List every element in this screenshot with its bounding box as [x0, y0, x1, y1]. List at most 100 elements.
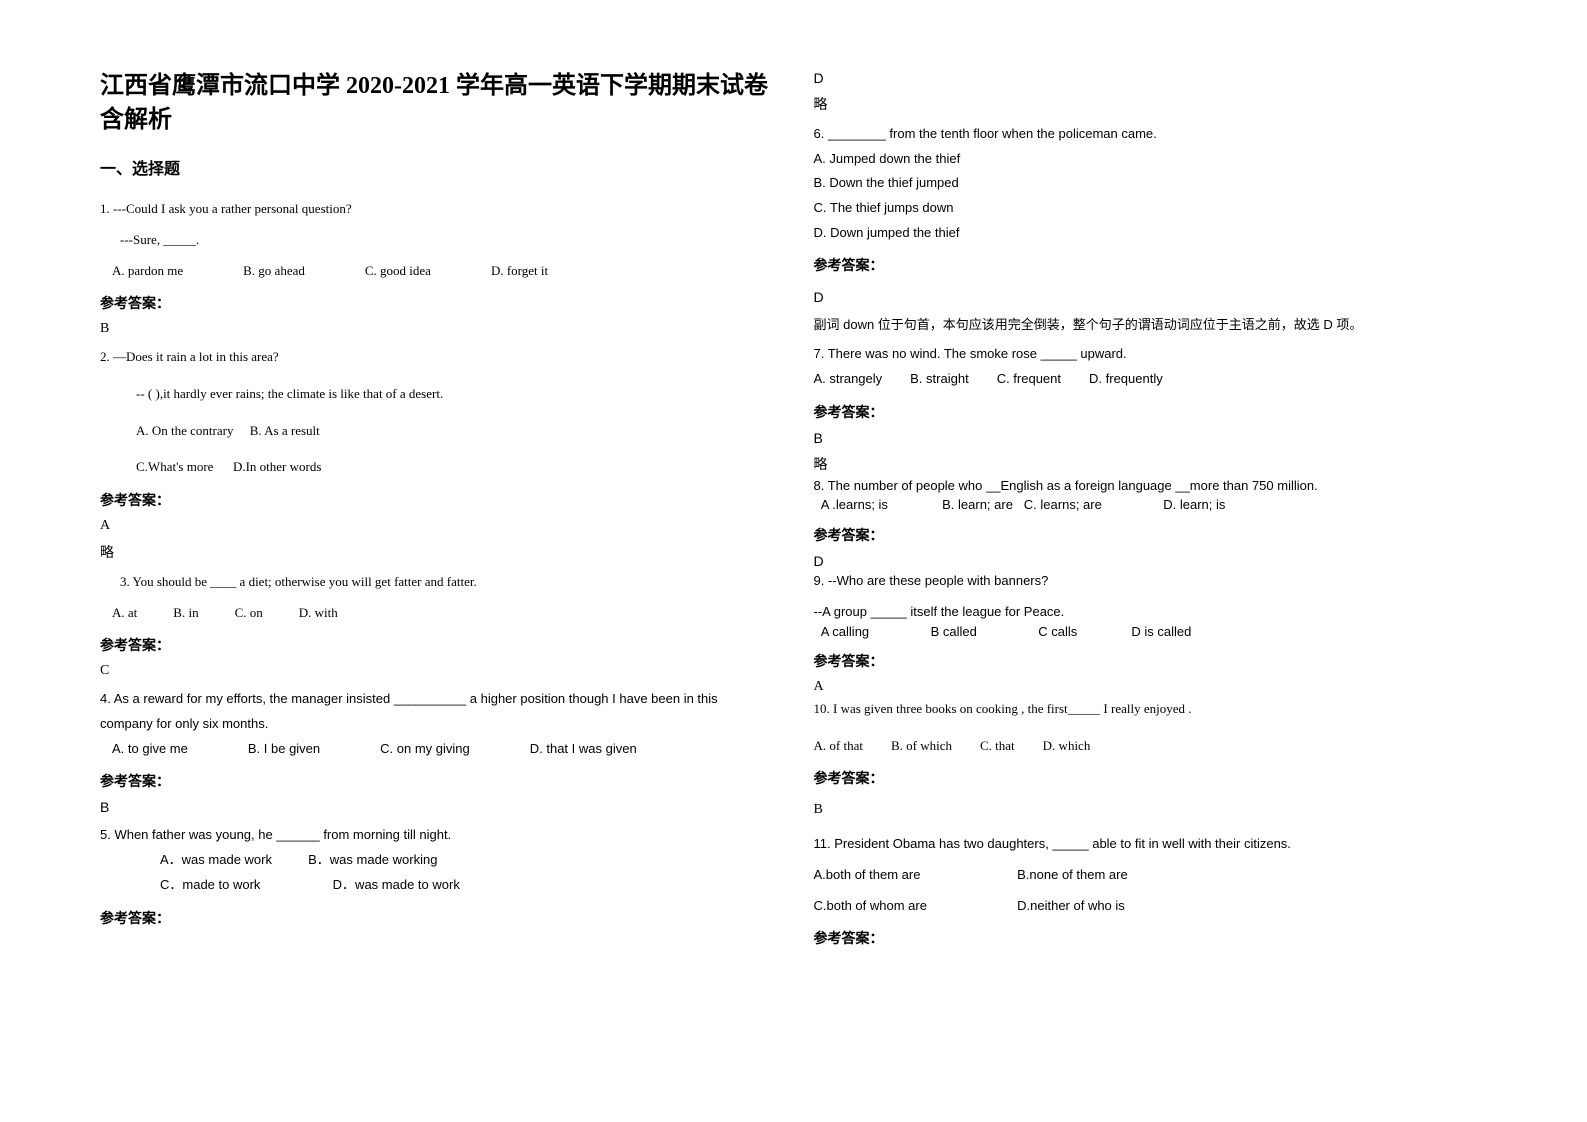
q7-optC: C. frequent	[997, 367, 1061, 392]
q10-optA: A. of that	[814, 734, 863, 759]
question-5: 5. When father was young, he ______ from…	[100, 823, 774, 897]
q4-optC: C. on my giving	[380, 737, 470, 762]
q8-options: A .learns; is B. learn; are C. learns; a…	[814, 495, 1488, 515]
document-title: 江西省鹰潭市流口中学 2020-2021 学年高一英语下学期期末试卷含解析	[100, 70, 774, 137]
section-header: 一、选择题	[100, 155, 774, 179]
q7-omit: 略	[814, 454, 1488, 474]
question-8: 8. The number of people who __English as…	[814, 476, 1488, 515]
q5-answer: D	[814, 70, 1488, 86]
q7-line1: 7. There was no wind. The smoke rose ___…	[814, 342, 1488, 367]
question-4: 4. As a reward for my efforts, the manag…	[100, 687, 774, 761]
q9-line2: --A group _____ itself the league for Pe…	[814, 602, 1488, 622]
q1-optA: A. pardon me	[112, 259, 183, 284]
q6-optB: B. Down the thief jumped	[814, 171, 1488, 196]
question-3: 3. You should be ____ a diet; otherwise …	[100, 570, 774, 625]
q4-options: A. to give me B. I be given C. on my giv…	[100, 737, 774, 762]
q11-line1: 11. President Obama has two daughters, _…	[814, 832, 1488, 857]
q9-line1: 9. --Who are these people with banners?	[814, 571, 1488, 591]
question-9: 9. --Who are these people with banners? …	[814, 571, 1488, 642]
q11-options-row1: A.both of them are B.none of them are	[814, 863, 1488, 888]
q7-answer: B	[814, 430, 1488, 446]
q3-optD: D. with	[299, 601, 338, 626]
q10-line1: 10. I was given three books on cooking ,…	[814, 697, 1488, 722]
question-7: 7. There was no wind. The smoke rose ___…	[814, 342, 1488, 391]
q11-optB: B.none of them are	[1017, 867, 1128, 882]
q5-omit: 略	[814, 94, 1488, 114]
answer-label: 参考答案：	[100, 908, 774, 928]
question-10: 10. I was given three books on cooking ,…	[814, 697, 1488, 758]
answer-label: 参考答案：	[100, 771, 774, 791]
q6-optC: C. The thief jumps down	[814, 196, 1488, 221]
q9-optC: C calls	[1038, 624, 1077, 639]
question-2: 2. —Does it rain a lot in this area? -- …	[100, 345, 774, 480]
q5-line1: 5. When father was young, he ______ from…	[100, 823, 774, 848]
q1-optB: B. go ahead	[243, 259, 305, 284]
q1-line1: 1. ---Could I ask you a rather personal …	[100, 197, 774, 222]
q9-optD: D is called	[1131, 624, 1191, 639]
right-column: D 略 6. ________ from the tenth floor whe…	[814, 70, 1488, 1052]
q3-line1: 3. You should be ____ a diet; otherwise …	[100, 570, 774, 595]
q4-optA: A. to give me	[112, 737, 188, 762]
q2-options-row2: C.What's more D.In other words	[100, 455, 774, 480]
q5-options-row1: A．was made work B．was made working	[100, 848, 774, 873]
answer-label: 参考答案：	[814, 651, 1488, 671]
q8-line1: 8. The number of people who __English as…	[814, 476, 1488, 496]
left-column: 江西省鹰潭市流口中学 2020-2021 学年高一英语下学期期末试卷含解析 一、…	[100, 70, 774, 1052]
q4-optD: D. that I was given	[530, 737, 637, 762]
answer-label: 参考答案：	[100, 635, 774, 655]
q10-optD: D. which	[1043, 734, 1091, 759]
q3-optA: A. at	[112, 601, 137, 626]
q8-optA: A .learns; is	[821, 497, 888, 512]
answer-label: 参考答案：	[100, 293, 774, 313]
q5-optA: A．was made work	[160, 852, 272, 867]
answer-label: 参考答案：	[814, 525, 1488, 545]
q4-answer: B	[100, 799, 774, 815]
q11-options-row2: C.both of whom are D.neither of who is	[814, 894, 1488, 919]
q2-options-row1: A. On the contrary B. As a result	[100, 419, 774, 444]
q2-line1: 2. —Does it rain a lot in this area?	[100, 345, 774, 370]
q7-options: A. strangely B. straight C. frequent D. …	[814, 367, 1488, 392]
q3-answer: C	[100, 663, 774, 679]
question-1: 1. ---Could I ask you a rather personal …	[100, 197, 774, 283]
answer-label: 参考答案：	[814, 255, 1488, 275]
q2-answer: A	[100, 518, 774, 534]
q1-answer: B	[100, 321, 774, 337]
q2-optB: B. As a result	[250, 423, 320, 438]
q9-optA: A calling	[821, 624, 869, 639]
q6-answer: D	[814, 289, 1488, 305]
q2-omit: 略	[100, 542, 774, 562]
q5-optC: C．made to work	[160, 877, 260, 892]
q8-optD: D. learn; is	[1163, 497, 1225, 512]
q2-optD: D.In other words	[233, 459, 321, 474]
q3-optB: B. in	[173, 601, 198, 626]
q10-options: A. of that B. of which C. that D. which	[814, 734, 1488, 759]
q1-optD: D. forget it	[491, 259, 548, 284]
q6-optA: A. Jumped down the thief	[814, 147, 1488, 172]
q4-optB: B. I be given	[248, 737, 320, 762]
q9-options: A calling B called C calls D is called	[814, 622, 1488, 642]
question-11: 11. President Obama has two daughters, _…	[814, 832, 1488, 918]
q1-optC: C. good idea	[365, 259, 431, 284]
q10-answer: B	[814, 802, 1488, 818]
q10-optC: C. that	[980, 734, 1015, 759]
q2-optA: A. On the contrary	[136, 423, 233, 438]
q6-explain: 副词 down 位于句首，本句应该用完全倒装，整个句子的谓语动词应位于主语之前，…	[814, 313, 1488, 338]
q9-optB: B called	[931, 624, 977, 639]
q8-optB: B. learn; are	[942, 497, 1013, 512]
q5-optD: D．was made to work	[333, 877, 460, 892]
q5-optB: B．was made working	[308, 852, 437, 867]
q7-optB: B. straight	[910, 367, 969, 392]
q11-optC: C.both of whom are	[814, 894, 1014, 919]
answer-label: 参考答案：	[814, 768, 1488, 788]
q9-answer: A	[814, 679, 1488, 695]
q3-optC: C. on	[235, 601, 263, 626]
q7-optA: A. strangely	[814, 367, 883, 392]
question-6: 6. ________ from the tenth floor when th…	[814, 122, 1488, 245]
q10-optB: B. of which	[891, 734, 952, 759]
answer-label: 参考答案：	[814, 928, 1488, 948]
q8-optC: C. learns; are	[1024, 497, 1102, 512]
q11-optA: A.both of them are	[814, 863, 1014, 888]
q5-options-row2: C．made to work D．was made to work	[100, 873, 774, 898]
q7-optD: D. frequently	[1089, 367, 1163, 392]
q8-answer: D	[814, 553, 1488, 569]
